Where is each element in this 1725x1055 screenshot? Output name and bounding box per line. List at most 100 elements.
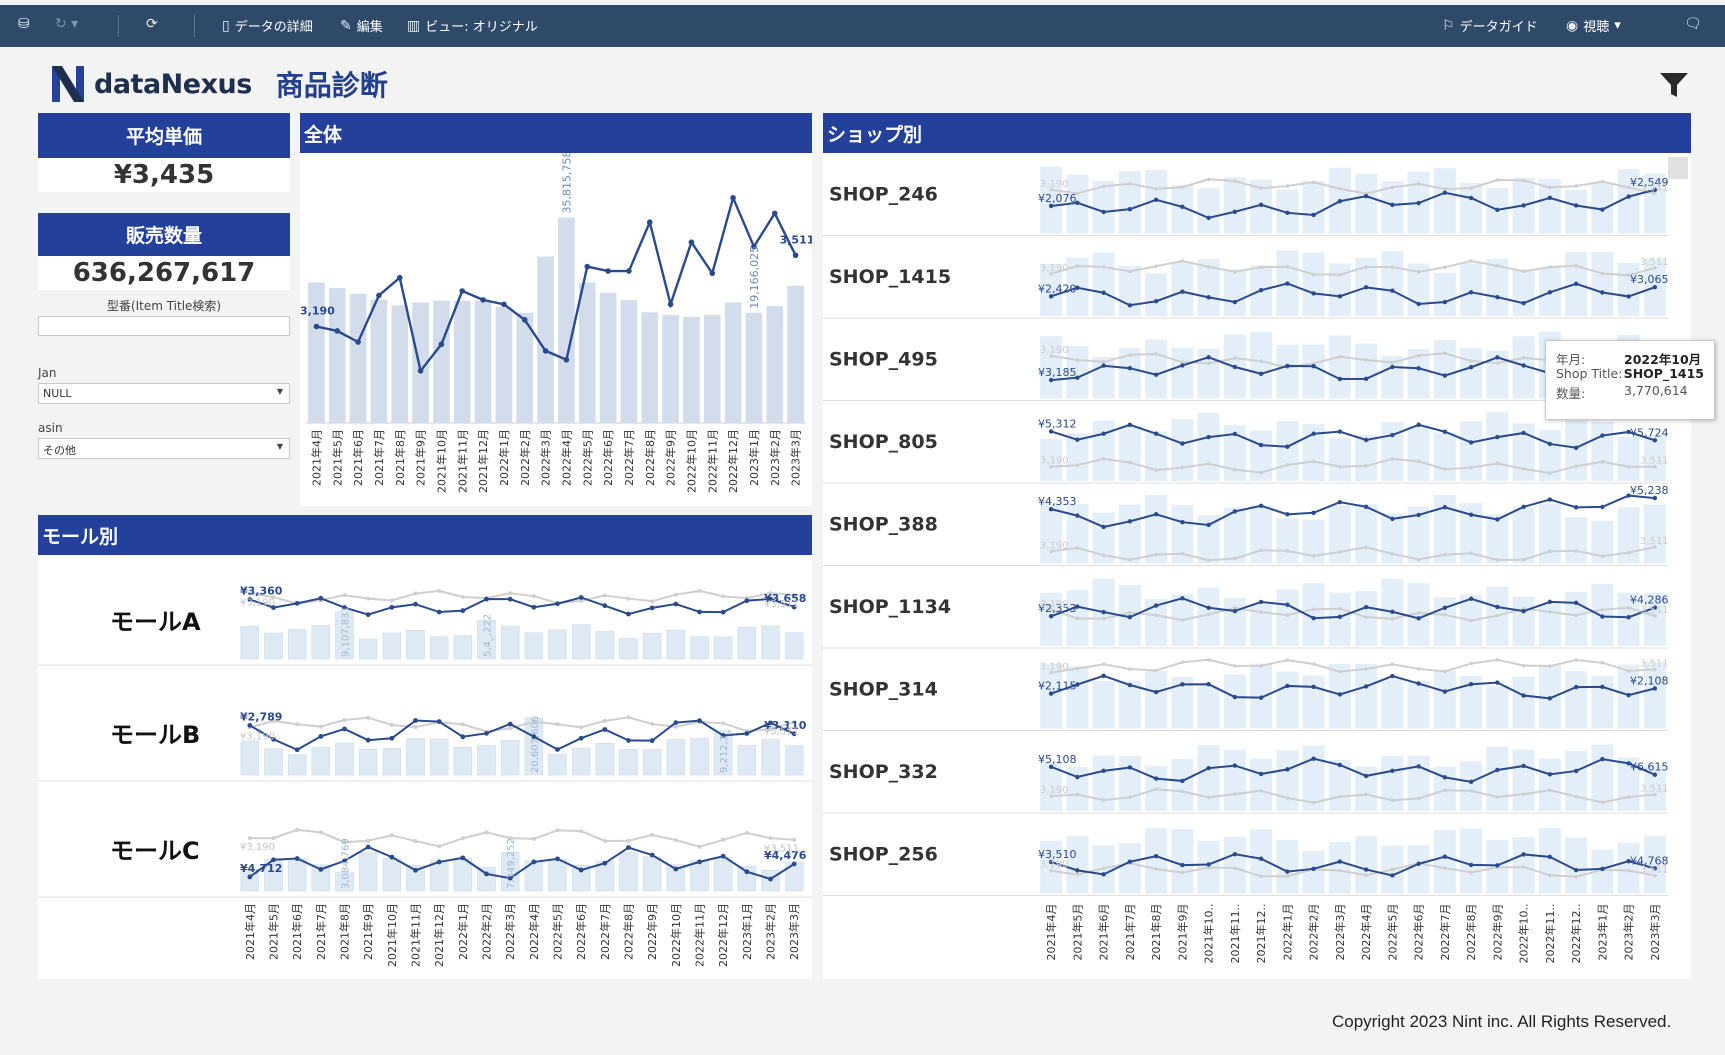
month-tick-label: 2022年2月: [518, 429, 532, 486]
shop-price-point: [1153, 299, 1159, 304]
view-original-button[interactable]: ▥ ビュー: オリジナル: [407, 17, 538, 36]
ref-point: [1443, 467, 1447, 472]
ref-point: [1600, 554, 1605, 558]
mall-qty-bar: [406, 865, 425, 892]
shop-price-point: [1652, 686, 1658, 691]
shop-qty-bar: [1197, 412, 1220, 481]
jan-select[interactable]: NULL ▼: [38, 383, 290, 404]
shop-price-point: [1416, 616, 1421, 621]
ref-point: [768, 836, 773, 841]
filter-icon[interactable]: [1658, 70, 1690, 100]
avg-price-header: 平均単価: [38, 113, 290, 158]
price-point: [501, 301, 507, 308]
mall-qty-bar: [761, 625, 780, 660]
shop-qty-bar: [1276, 589, 1299, 646]
shop-qty-bar: [1328, 263, 1351, 316]
month-tick-label: 2021年9月: [361, 903, 375, 960]
ref-point: [1626, 669, 1631, 673]
shop-price-point: [1547, 195, 1553, 201]
ref-first-label: 3,190: [1040, 263, 1069, 274]
month-tick-label: 2021年4月: [309, 429, 323, 486]
overall-price-ref-line: [1051, 457, 1655, 475]
page-title: 商品診断: [275, 69, 388, 102]
mall-price-line: [249, 719, 795, 751]
shop-price-point: [1153, 603, 1159, 608]
shop-row-label: SHOP_314: [829, 678, 938, 700]
ref-point: [342, 593, 347, 598]
comment-icon[interactable]: 🗨: [1684, 16, 1702, 32]
redo-icon[interactable]: ↻ ▾: [55, 16, 79, 32]
mall-qty-bar: [358, 852, 378, 892]
ref-first-label: 3,190: [1040, 661, 1069, 672]
shop-price-point: [1127, 303, 1133, 308]
mall-qty-bar: [311, 625, 331, 660]
last-price-label: ¥4,476: [764, 849, 807, 862]
shop-price-point: [1075, 285, 1080, 290]
data-guide-button[interactable]: ⚐ データガイド: [1442, 17, 1538, 36]
datasource-icon[interactable]: ⛁: [18, 16, 30, 32]
qty-bar: [474, 300, 492, 423]
ref-point: [1443, 613, 1447, 617]
shop-price-point: [1521, 430, 1526, 436]
data-details-button[interactable]: ▯ データの詳細: [222, 17, 313, 36]
peak-qty-label: 35,815,758: [560, 153, 573, 214]
ref-point: [673, 724, 678, 729]
shop-price-point: [1337, 692, 1343, 697]
shop-price-point: [1390, 768, 1395, 774]
shop-price-point: [1390, 873, 1395, 878]
ref-point: [1626, 273, 1631, 278]
ref-point: [650, 832, 655, 837]
ref-point: [1180, 185, 1185, 189]
mall-qty-bar: [737, 627, 757, 660]
month-tick-label: 2021年7月: [1123, 904, 1137, 961]
ref-point: [1049, 607, 1053, 612]
tooltip-key: Shop Title:: [1556, 366, 1623, 381]
shop-price-point: [1442, 429, 1448, 434]
price-point: [751, 243, 757, 250]
overall-price-ref-line: [1050, 259, 1656, 277]
shop-price-point: [1206, 682, 1211, 687]
ref-point: [508, 726, 513, 731]
ref-point: [1416, 182, 1421, 186]
ref-point: [413, 591, 418, 596]
edit-button[interactable]: ✎ 編集: [340, 17, 383, 36]
ref-point: [768, 727, 773, 732]
mall-qty-bar: [524, 632, 544, 660]
asin-select[interactable]: その他 ▼: [38, 438, 290, 459]
shop-qty-bar: [1643, 504, 1666, 564]
shop-row-label: SHOP_256: [829, 843, 938, 865]
shop-price-point: [1495, 863, 1500, 868]
shop-price-point: [1258, 442, 1264, 448]
shop-qty-bar: [1565, 517, 1588, 564]
item-title-search-input[interactable]: [38, 316, 290, 336]
shop-qty-bar: [1433, 432, 1456, 481]
shop-price-point: [1468, 440, 1474, 445]
shop-price-point: [1075, 437, 1080, 442]
ref-point: [1338, 464, 1342, 469]
month-tick-label: 2021年6月: [1097, 904, 1111, 961]
shop-price-point: [1285, 767, 1290, 772]
mall-price-point: [484, 871, 489, 877]
ref-last-label: 3,511: [1640, 784, 1669, 795]
overall-price-ref-line: [249, 589, 795, 605]
refresh-icon[interactable]: ⟳: [146, 16, 158, 32]
shop-qty-bar: [1276, 840, 1299, 894]
shop-row-label: SHOP_1415: [829, 266, 951, 288]
shop-qty-bar: [1276, 518, 1299, 564]
ref-point: [1206, 558, 1211, 563]
watch-button[interactable]: ◉ 視聴 ▾: [1566, 17, 1621, 36]
mall-price-point: [720, 853, 726, 859]
shop-price-point: [1232, 509, 1238, 514]
price-point: [334, 328, 341, 334]
ref-point: [1180, 465, 1185, 470]
shop-price-point: [1495, 355, 1500, 360]
ref-point: [1574, 613, 1578, 618]
shop-price-point: [1127, 614, 1133, 620]
sales-qty-header: 販売数量: [38, 213, 290, 256]
month-tick-label: 2021年7月: [314, 903, 328, 960]
shop-qty-bar: [1118, 680, 1141, 729]
shop-price-point: [1495, 604, 1500, 610]
shop-price-point: [1468, 365, 1474, 370]
qty-bar: [349, 293, 367, 423]
shop-price-point: [1101, 673, 1106, 678]
